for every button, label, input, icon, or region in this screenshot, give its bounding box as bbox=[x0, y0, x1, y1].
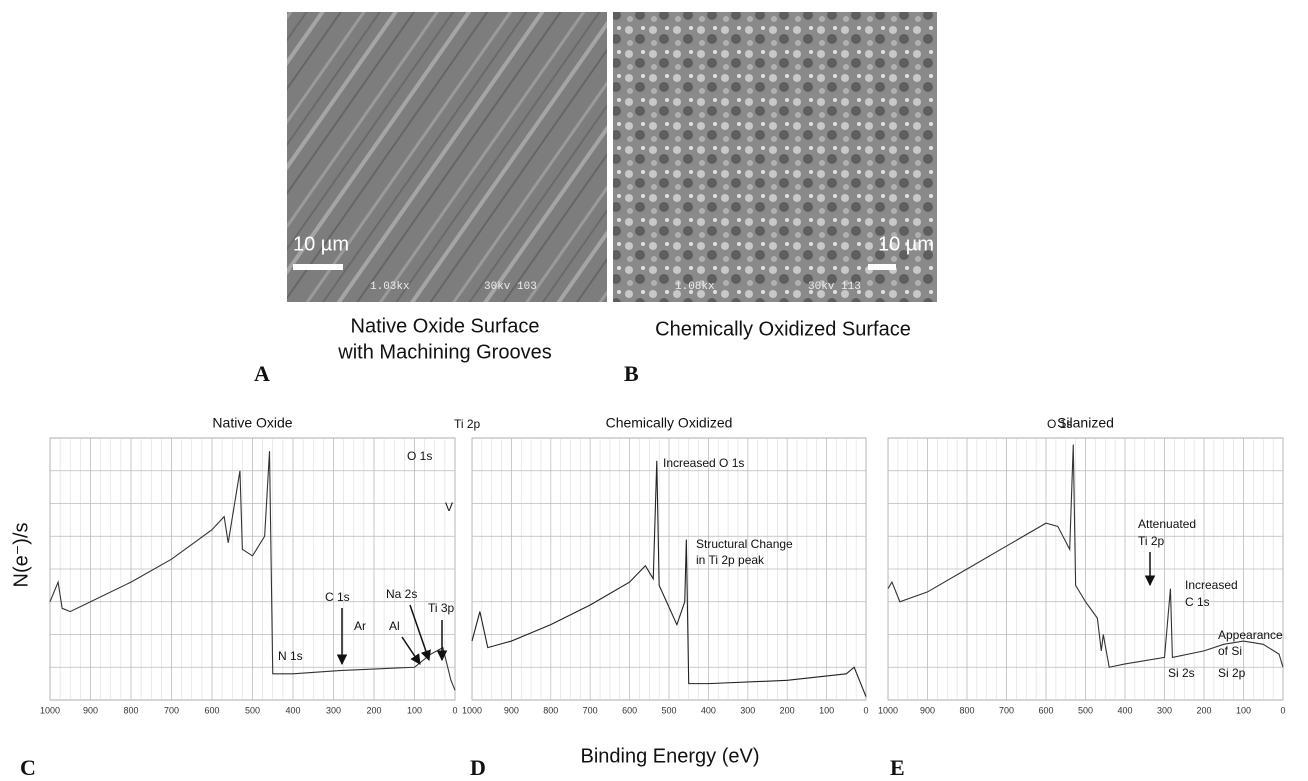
x-tick-label: 700 bbox=[583, 705, 598, 715]
x-tick-label: 100 bbox=[819, 705, 834, 715]
x-tick-label: 600 bbox=[622, 705, 637, 715]
magnification: 1.03kx bbox=[370, 281, 410, 293]
scale-bar-label: 10 µm bbox=[878, 233, 934, 255]
voltage: 30kv 103 bbox=[484, 281, 537, 293]
voltage: 30kv 113 bbox=[808, 281, 861, 293]
annotation: Al bbox=[389, 619, 400, 633]
caption: with Machining Grooves bbox=[337, 341, 551, 363]
x-tick-label: 300 bbox=[740, 705, 755, 715]
annotation: Si 2s bbox=[1168, 666, 1195, 680]
magnification: 1.08kx bbox=[675, 281, 715, 293]
annotation: Increased bbox=[1185, 578, 1238, 592]
chart-title: Native Oxide bbox=[212, 415, 292, 431]
annotation: Attenuated bbox=[1138, 517, 1196, 531]
panel-label: D bbox=[470, 755, 486, 780]
annotation: Si 2p bbox=[1218, 666, 1246, 680]
panel-label: C bbox=[20, 755, 36, 780]
scale-bar bbox=[868, 264, 896, 270]
x-axis-label: Binding Energy (eV) bbox=[581, 745, 760, 767]
x-tick-label: 700 bbox=[999, 705, 1014, 715]
x-tick-label: 400 bbox=[285, 705, 300, 715]
annotation: Na 2s bbox=[386, 587, 417, 601]
chart-title: Chemically Oxidized bbox=[606, 415, 733, 431]
x-tick-label: 500 bbox=[245, 705, 260, 715]
spectrum-line bbox=[471, 460, 867, 697]
annotation: O 1s bbox=[407, 449, 432, 463]
caption: Native Oxide Surface bbox=[351, 315, 540, 337]
x-tick-label: 400 bbox=[701, 705, 716, 715]
annotation: Ti 3p bbox=[428, 601, 455, 615]
sem-image bbox=[287, 12, 607, 302]
x-tick-label: 0 bbox=[452, 705, 457, 715]
x-tick-label: 1000 bbox=[40, 705, 60, 715]
x-tick-label: 700 bbox=[164, 705, 179, 715]
arrow bbox=[401, 636, 421, 665]
x-tick-label: 200 bbox=[780, 705, 795, 715]
scale-bar-label: 10 µm bbox=[293, 233, 349, 255]
x-tick-label: 0 bbox=[863, 705, 868, 715]
annotation: V bbox=[445, 500, 453, 514]
x-tick-label: 800 bbox=[959, 705, 974, 715]
x-tick-label: 0 bbox=[1280, 705, 1285, 715]
x-tick-label: 300 bbox=[1157, 705, 1172, 715]
y-axis-label: N(e⁻)/s bbox=[10, 523, 32, 588]
x-tick-label: 500 bbox=[661, 705, 676, 715]
spectrum-line bbox=[887, 444, 1284, 668]
panel-label: B bbox=[624, 361, 639, 386]
x-tick-label: 500 bbox=[1078, 705, 1093, 715]
panel-label: A bbox=[254, 361, 270, 386]
annotation: in Ti 2p peak bbox=[696, 553, 765, 567]
annotation: Appearance bbox=[1218, 628, 1283, 642]
arrow bbox=[409, 604, 431, 661]
x-tick-label: 800 bbox=[543, 705, 558, 715]
scale-bar bbox=[293, 264, 343, 270]
annotation: of Si bbox=[1218, 644, 1242, 658]
annotation: C 1s bbox=[325, 590, 350, 604]
x-tick-label: 1000 bbox=[462, 705, 482, 715]
x-tick-label: 200 bbox=[366, 705, 381, 715]
x-tick-label: 900 bbox=[920, 705, 935, 715]
caption: Chemically Oxidized Surface bbox=[655, 318, 911, 340]
x-tick-label: 600 bbox=[204, 705, 219, 715]
x-tick-label: 100 bbox=[1236, 705, 1251, 715]
x-tick-label: 1000 bbox=[878, 705, 898, 715]
annotation: O 1s bbox=[1047, 417, 1072, 431]
annotation: C 1s bbox=[1185, 595, 1210, 609]
panel-label: E bbox=[890, 755, 905, 780]
annotation: Structural Change bbox=[696, 537, 793, 551]
annotation: Ti 2p bbox=[454, 417, 481, 431]
x-tick-label: 100 bbox=[407, 705, 422, 715]
x-tick-label: 600 bbox=[1038, 705, 1053, 715]
chart-title: Silanized bbox=[1057, 415, 1114, 431]
x-tick-label: 800 bbox=[123, 705, 138, 715]
x-tick-label: 300 bbox=[326, 705, 341, 715]
sem-image bbox=[613, 12, 937, 302]
x-tick-label: 900 bbox=[504, 705, 519, 715]
annotation: Ti 2p bbox=[1138, 534, 1165, 548]
annotation: Increased O 1s bbox=[663, 456, 744, 470]
x-tick-label: 900 bbox=[83, 705, 98, 715]
x-tick-label: 400 bbox=[1117, 705, 1132, 715]
x-tick-label: 200 bbox=[1196, 705, 1211, 715]
annotation: N 1s bbox=[278, 649, 303, 663]
annotation: Ar bbox=[354, 619, 366, 633]
